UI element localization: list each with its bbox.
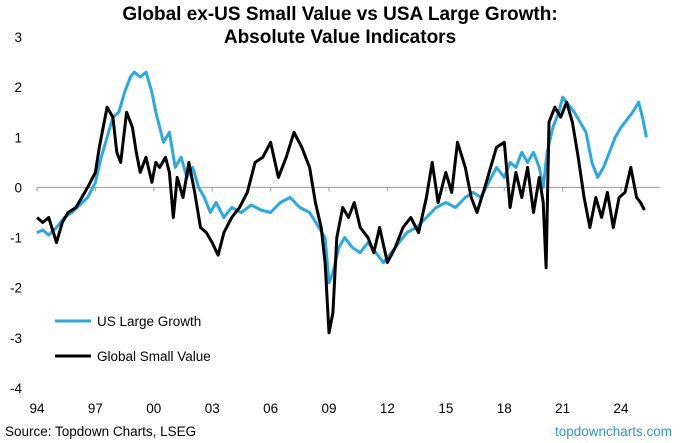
y-tick-label: -1 — [10, 231, 22, 246]
legend-label-global-small-value: Global Small Value — [97, 349, 211, 364]
chart-title-line-2: Absolute Value Indicators — [223, 27, 457, 48]
series-line-global-small-value — [36, 100, 646, 335]
y-tick-label: -4 — [10, 381, 22, 396]
y-tick-label: 0 — [14, 180, 22, 195]
x-tick-label: 03 — [205, 401, 220, 416]
x-tick-label: 00 — [146, 401, 161, 416]
brand-link[interactable]: topdowncharts.com — [554, 424, 672, 439]
y-tick-label: -2 — [10, 281, 22, 296]
x-tick-label: 94 — [29, 401, 45, 416]
y-tick-label: 3 — [14, 30, 22, 45]
x-tick-label: 24 — [614, 401, 630, 416]
series-line-us-large-growth — [36, 70, 648, 285]
y-tick-label: 1 — [14, 130, 22, 145]
x-tick-label: 18 — [497, 401, 512, 416]
x-tick-label: 15 — [438, 401, 453, 416]
source-note: Source: Topdown Charts, LSEG — [5, 424, 197, 439]
series-lines — [36, 70, 648, 335]
x-tick-label: 12 — [380, 401, 395, 416]
legend: US Large Growth Global Small Value — [55, 314, 211, 364]
x-tick-label: 21 — [555, 401, 570, 416]
y-tick-label: -3 — [10, 331, 22, 346]
chart-title-line-1: Global ex-US Small Value vs USA Large Gr… — [122, 4, 558, 25]
x-tick-label: 06 — [263, 401, 278, 416]
x-tick-label: 09 — [322, 401, 337, 416]
chart-title: Global ex-US Small Value vs USA Large Gr… — [0, 3, 680, 49]
legend-label-us-large-growth: US Large Growth — [97, 314, 201, 329]
y-tick-label: 2 — [14, 80, 22, 95]
x-tick-label: 97 — [88, 401, 103, 416]
